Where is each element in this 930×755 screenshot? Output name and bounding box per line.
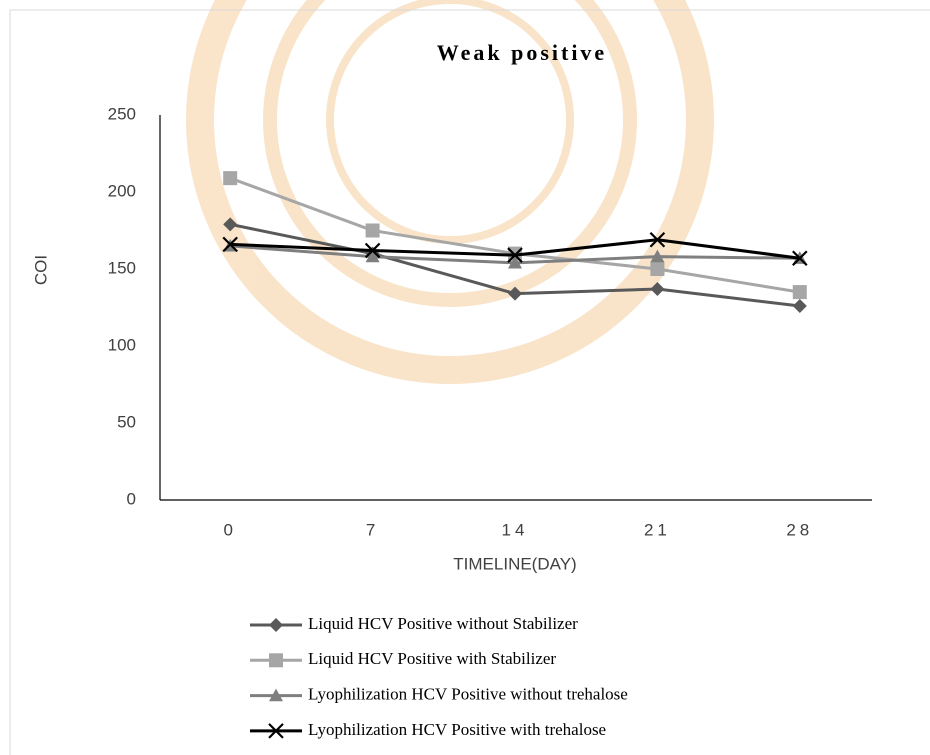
y-tick-label: 250	[108, 104, 136, 123]
legend-marker	[269, 653, 283, 667]
legend-label: Liquid HCV Positive without Stabilizer	[308, 614, 578, 633]
x-tick-label: 21	[644, 520, 671, 539]
chart-title: Weak positive	[437, 40, 607, 65]
marker	[650, 262, 664, 276]
y-axis-label: COI	[31, 255, 50, 285]
x-axis-label: TIMELINE(DAY)	[453, 554, 576, 573]
y-tick-label: 150	[108, 258, 136, 277]
y-tick-label: 200	[108, 181, 136, 200]
marker	[366, 224, 380, 238]
x-tick-label: 7	[366, 520, 379, 539]
x-tick-label: 28	[786, 520, 813, 539]
legend-marker	[269, 618, 283, 632]
marker	[223, 171, 237, 185]
x-tick-label: 0	[223, 520, 236, 539]
legend-label: Liquid HCV Positive with Stabilizer	[308, 649, 556, 668]
y-tick-label: 100	[108, 335, 136, 354]
marker	[793, 299, 807, 313]
y-tick-label: 0	[127, 489, 136, 508]
marker	[793, 285, 807, 299]
legend-label: Lyophilization HCV Positive without treh…	[308, 685, 628, 704]
chart: Weak positive COI TIMELINE(DAY) 0 50 100 15…	[0, 0, 930, 755]
y-tick-label: 50	[117, 412, 136, 431]
x-tick-label: 14	[502, 520, 529, 539]
legend-label: Lyophilization HCV Positive with trehalo…	[308, 720, 606, 739]
